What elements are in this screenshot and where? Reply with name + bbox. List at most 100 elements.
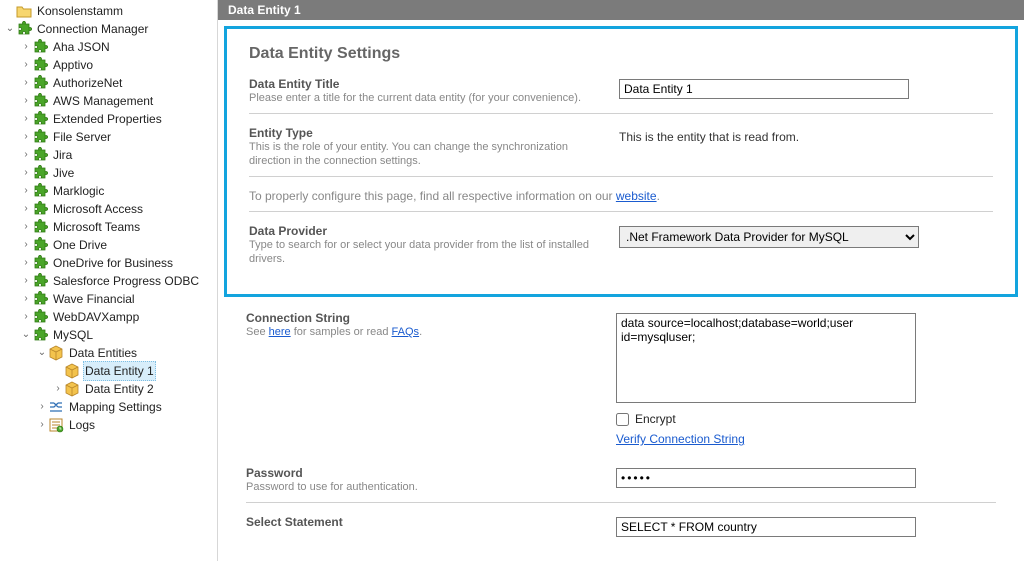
tree-item[interactable]: ›AWS Management [0,92,217,110]
collapse-toggle[interactable]: ⌄ [20,326,32,344]
field-head: Entity Type [249,126,599,140]
jigsaw-icon [32,111,48,127]
expand-toggle[interactable]: › [20,146,32,164]
tree-item[interactable]: › AuthorizeNet [0,74,217,92]
expand-toggle[interactable]: › [20,218,32,236]
field-desc: See here for samples or read FAQs. [246,325,596,339]
website-link[interactable]: website [616,189,657,203]
tree-item[interactable]: › Jive [0,164,217,182]
expand-toggle[interactable]: › [20,182,32,200]
expand-toggle[interactable]: › [20,272,32,290]
expand-toggle[interactable]: › [20,308,32,326]
expand-toggle[interactable]: › [20,56,32,74]
select-statement-input[interactable] [616,517,916,537]
tree-item[interactable]: ›OneDrive for Business [0,254,217,272]
collapse-toggle[interactable]: ⌄ [36,344,48,362]
tree-item-label: Apptivo [51,56,95,74]
field-desc: Password to use for authentication. [246,480,596,494]
tree-item-label: Data Entity 2 [83,380,156,398]
expand-toggle[interactable]: › [20,128,32,146]
expand-toggle[interactable]: › [20,254,32,272]
expand-toggle[interactable]: › [20,200,32,218]
tree-item[interactable]: › Data Entity 2 [0,380,217,398]
field-entity-type: Entity Type This is the role of your ent… [249,126,993,168]
tree-item[interactable]: ⌄MySQL [0,326,217,344]
jigsaw-icon [32,255,48,271]
password-input[interactable] [616,468,916,488]
expand-toggle[interactable]: › [20,74,32,92]
cube-icon [48,345,64,361]
entity-type-value: This is the entity that is read from. [619,128,993,144]
field-password: Password Password to use for authenticat… [246,466,996,494]
expand-toggle[interactable]: › [20,92,32,110]
collapse-toggle[interactable]: ⌄ [4,20,16,38]
tree-item[interactable]: › Jira [0,146,217,164]
field-head: Data Provider [249,224,599,238]
jigsaw-icon [32,165,48,181]
tree-item-label: Aha JSON [51,38,112,56]
expand-toggle[interactable]: › [20,290,32,308]
content-scroll[interactable]: Data Entity Settings Data Entity Title P… [218,20,1024,561]
data-provider-select[interactable]: .Net Framework Data Provider for MySQL [619,226,919,248]
tree-item[interactable]: › Microsoft Teams [0,218,217,236]
tree-item[interactable]: › Apptivo [0,56,217,74]
website-info-line: To properly configure this page, find al… [249,189,993,203]
tree-item[interactable]: ›Salesforce Progress ODBC [0,272,217,290]
tree-item[interactable]: ›Microsoft Access [0,200,217,218]
tree-item-label: Microsoft Teams [51,218,142,236]
tree-item[interactable]: › Logs [0,416,217,434]
field-head: Password [246,466,596,480]
data-entity-title-input[interactable] [619,79,909,99]
expand-toggle[interactable]: › [36,416,48,434]
jigsaw-icon [32,39,48,55]
field-data-provider: Data Provider Type to search for or sele… [249,224,993,266]
tree-item-label: Extended Properties [51,110,164,128]
jigsaw-icon [32,327,48,343]
tree-item-label: Jira [51,146,74,164]
tree-item[interactable]: ⌄Connection Manager [0,20,217,38]
expand-toggle[interactable]: › [52,380,64,398]
navigation-tree: ·Konsolenstamm⌄Connection Manager›Aha JS… [0,0,218,561]
tree-item[interactable]: › Wave Financial [0,290,217,308]
expand-toggle[interactable]: › [20,236,32,254]
verify-connection-link[interactable]: Verify Connection String [616,432,745,446]
expand-toggle[interactable]: › [20,164,32,182]
tree-item[interactable]: › One Drive [0,236,217,254]
connection-string-input[interactable] [616,313,916,403]
tree-item-label: Konsolenstamm [35,2,125,20]
expand-toggle[interactable]: › [20,38,32,56]
tree-item[interactable]: › WebDAVXampp [0,308,217,326]
encrypt-checkbox[interactable] [616,413,629,426]
logs-icon [48,417,64,433]
jigsaw-icon [16,21,32,37]
tree-item-label: Jive [51,164,76,182]
tree-item-label: Wave Financial [51,290,137,308]
tree-item-label: File Server [51,128,113,146]
tree-item-label: Logs [67,416,97,434]
cube-icon [64,381,80,397]
tree-item: ·Konsolenstamm [0,2,217,20]
tree-item[interactable]: ·Data Entity 1 [0,362,217,380]
tree-item[interactable]: ›Marklogic [0,182,217,200]
tree-item[interactable]: › File Server [0,128,217,146]
tree-item-label: AuthorizeNet [51,74,124,92]
jigsaw-icon [32,201,48,217]
tree-item[interactable]: › Aha JSON [0,38,217,56]
jigsaw-icon [32,291,48,307]
tree-item-label: Mapping Settings [67,398,164,416]
tree-item[interactable]: › Mapping Settings [0,398,217,416]
section-title: Data Entity Settings [249,45,993,63]
tree-item-label: One Drive [51,236,109,254]
jigsaw-icon [32,147,48,163]
tree-item[interactable]: ⌄Data Entities [0,344,217,362]
faqs-link[interactable]: FAQs [392,326,420,338]
expand-toggle[interactable]: › [36,398,48,416]
field-connection-string: Connection String See here for samples o… [246,311,996,446]
encrypt-label: Encrypt [635,412,676,426]
here-link[interactable]: here [269,326,291,338]
page-title-bar: Data Entity 1 [218,0,1024,20]
expand-toggle[interactable]: › [20,110,32,128]
tree-item[interactable]: › Extended Properties [0,110,217,128]
field-desc: Type to search for or select your data p… [249,238,599,266]
tree-item-label: WebDAVXampp [51,308,141,326]
